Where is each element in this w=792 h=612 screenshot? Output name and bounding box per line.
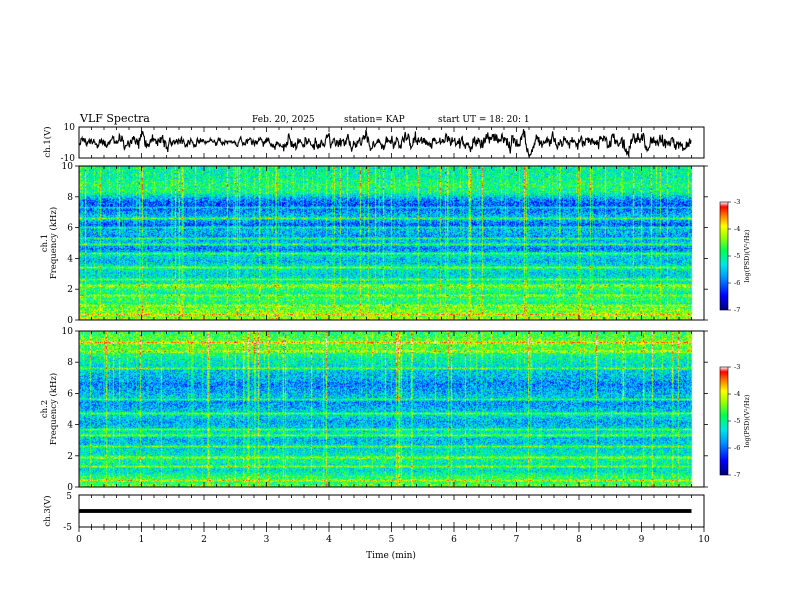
ch3-ytick-top: 5 bbox=[66, 492, 72, 502]
frequency-tick-label: 10 bbox=[62, 327, 74, 337]
ch2-frequency-axis-label: Frequency (kHz) bbox=[48, 373, 59, 445]
time-tick-label: 10 bbox=[698, 535, 710, 545]
time-tick-label: 6 bbox=[451, 535, 457, 545]
colorbar-tick-label: -5 bbox=[734, 252, 740, 260]
colorbar-tick-label: -7 bbox=[734, 306, 740, 314]
time-tick-label: 9 bbox=[639, 535, 645, 545]
ch1-colorbar-ticks: -3 -4 -5 -6 -7 bbox=[728, 198, 740, 314]
frequency-tick-label: 4 bbox=[67, 254, 73, 264]
frequency-tick-label: 0 bbox=[67, 483, 73, 493]
time-tick-label: 7 bbox=[514, 535, 520, 545]
ch2-colorbar bbox=[720, 367, 728, 475]
ch1-ylabel: ch.1(V) bbox=[42, 126, 53, 157]
time-axis-tick-labels: 0 1 2 3 4 5 6 7 8 9 10 bbox=[76, 535, 710, 545]
header-station: station= KAP bbox=[344, 115, 405, 125]
ch1-waveform-line bbox=[79, 129, 692, 158]
time-tick-label: 0 bbox=[76, 535, 82, 545]
figure-title: VLF Spectra bbox=[79, 112, 150, 125]
ch1-colorbar-label: log(PSD)(V²/Hz) bbox=[743, 229, 751, 282]
ch2-spectrogram-channel-label: ch.2 bbox=[40, 400, 50, 418]
ch2-colorbar-ticks: -3 -4 -5 -6 -7 bbox=[728, 363, 740, 479]
colorbar-tick-label: -4 bbox=[734, 225, 740, 233]
ch1-colorbar bbox=[720, 202, 728, 310]
colorbar-tick-label: -3 bbox=[734, 198, 740, 206]
ch1-spectrogram-heatmap bbox=[79, 166, 704, 320]
ch1-spectrogram-xticks bbox=[78, 166, 705, 320]
frequency-tick-label: 0 bbox=[67, 316, 73, 326]
frequency-tick-label: 2 bbox=[67, 452, 73, 462]
colorbar-tick-label: -3 bbox=[734, 363, 740, 371]
ch3-xticks bbox=[78, 495, 705, 532]
frequency-tick-label: 10 bbox=[62, 162, 74, 172]
time-tick-label: 1 bbox=[139, 535, 145, 545]
colorbar-tick-label: -4 bbox=[734, 390, 740, 398]
time-tick-label: 4 bbox=[326, 535, 332, 545]
frequency-tick-label: 6 bbox=[67, 224, 73, 234]
colorbar-tick-label: -6 bbox=[734, 444, 740, 452]
colorbar-tick-label: -5 bbox=[734, 417, 740, 425]
ch1-spectrogram-channel-label: ch.1 bbox=[40, 234, 50, 252]
frequency-tick-label: 4 bbox=[67, 421, 73, 431]
ch1-ytick-top: 10 bbox=[64, 123, 76, 133]
header-start-time: start UT = 18: 20: 1 bbox=[438, 115, 530, 125]
ch1-ytick-bottom: -10 bbox=[61, 154, 76, 164]
ch1-waveform-xticks bbox=[78, 127, 705, 158]
ch2-spectrogram-xticks bbox=[78, 331, 705, 487]
colorbar-tick-label: -7 bbox=[734, 471, 740, 479]
frequency-tick-label: 8 bbox=[67, 358, 73, 368]
ch3-signal-panel: 5 -5 ch.3(V) 0 1 2 3 4 5 6 7 8 9 10 Time (min) bbox=[42, 492, 710, 561]
ch3-signal-band bbox=[79, 509, 692, 513]
frequency-tick-label: 6 bbox=[67, 389, 73, 399]
ch2-spectrogram-heatmap bbox=[79, 331, 704, 487]
time-tick-label: 3 bbox=[264, 535, 270, 545]
time-tick-label: 8 bbox=[576, 535, 582, 545]
time-tick-label: 5 bbox=[389, 535, 395, 545]
ch1-frequency-ticks: 0 2 4 6 8 10 bbox=[62, 162, 708, 326]
ch3-ytick-bottom: -5 bbox=[63, 523, 72, 533]
frequency-tick-label: 2 bbox=[67, 285, 73, 295]
colorbar-tick-label: -6 bbox=[734, 279, 740, 287]
ch2-frequency-ticks: 0 2 4 6 8 10 bbox=[62, 327, 708, 493]
time-tick-label: 2 bbox=[201, 535, 207, 545]
ch1-frequency-axis-label: Frequency (kHz) bbox=[48, 207, 59, 279]
frequency-tick-label: 8 bbox=[67, 193, 73, 203]
time-axis-label: Time (min) bbox=[366, 550, 416, 561]
ch2-colorbar-label: log(PSD)(V²/Hz) bbox=[743, 394, 751, 447]
ch1-waveform-panel: 10 -10 ch.1(V) bbox=[42, 123, 705, 164]
ch3-ylabel: ch.3(V) bbox=[42, 495, 53, 526]
header-date: Feb. 20, 2025 bbox=[252, 115, 315, 125]
